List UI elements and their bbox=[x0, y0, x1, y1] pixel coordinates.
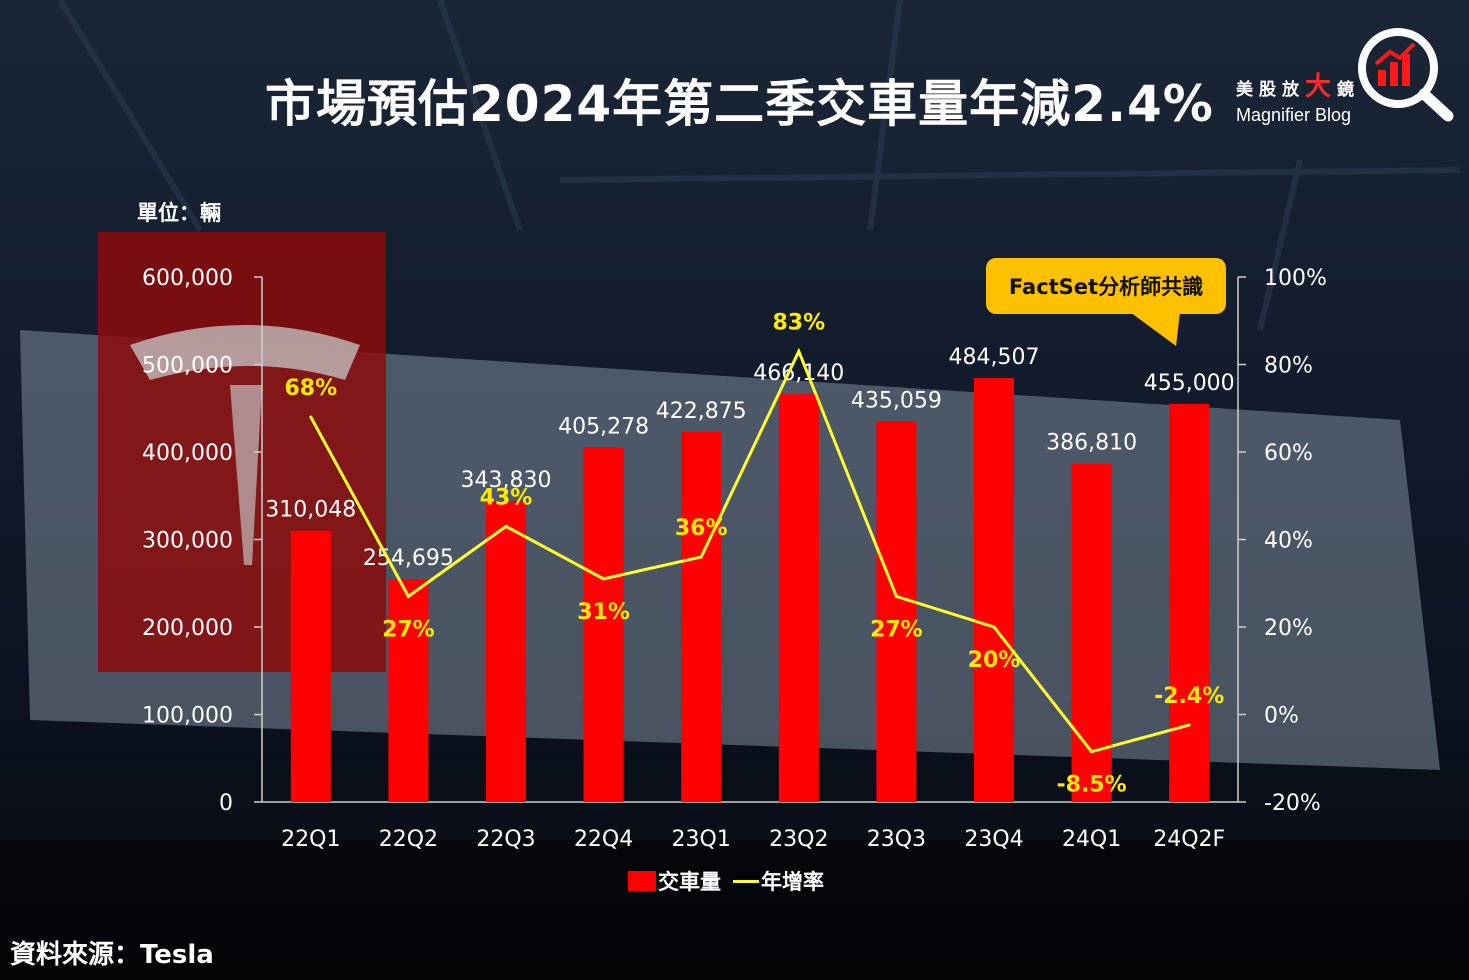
bar bbox=[583, 447, 624, 802]
left-tick-label: 500,000 bbox=[142, 354, 233, 379]
growth-rate-label: 68% bbox=[284, 376, 337, 401]
left-tick-label: 600,000 bbox=[142, 266, 233, 291]
bar bbox=[778, 394, 819, 802]
left-tick-label: 200,000 bbox=[142, 616, 233, 641]
growth-rate-label: -8.5% bbox=[1057, 773, 1127, 798]
bar-value-label: 343,830 bbox=[461, 468, 552, 493]
legend-bar-label: 交車量 bbox=[658, 870, 721, 894]
right-tick-label: 80% bbox=[1264, 354, 1313, 379]
bar bbox=[681, 431, 722, 802]
callout-pointer bbox=[1130, 312, 1180, 346]
x-tick-label: 22Q1 bbox=[281, 827, 340, 852]
left-tick-label: 400,000 bbox=[142, 441, 233, 466]
left-tick-label: 300,000 bbox=[142, 529, 233, 554]
bar-value-label: 254,695 bbox=[363, 546, 454, 571]
bar bbox=[290, 530, 331, 802]
growth-rate-point bbox=[992, 625, 996, 629]
right-tick-label: 0% bbox=[1264, 704, 1299, 729]
chart-legend: 交車量 年增率 bbox=[628, 866, 824, 896]
growth-rate-point bbox=[797, 349, 801, 353]
legend-bar-swatch bbox=[628, 871, 656, 891]
bar bbox=[486, 501, 526, 802]
bar bbox=[388, 579, 429, 802]
growth-rate-point bbox=[309, 415, 313, 419]
bar-value-label: 455,000 bbox=[1144, 371, 1235, 396]
growth-rate-point bbox=[504, 524, 508, 528]
growth-rate-label: -2.4% bbox=[1154, 684, 1224, 709]
brand-cn-part2: 鏡 bbox=[1337, 80, 1361, 100]
growth-rate-label: 36% bbox=[675, 516, 728, 541]
bar bbox=[876, 421, 917, 802]
right-tick-label: 60% bbox=[1264, 441, 1313, 466]
brand-name-cn: 美股放大鏡 bbox=[1236, 66, 1360, 103]
brand-name-en: Magnifier Blog bbox=[1236, 105, 1352, 125]
growth-rate-line bbox=[309, 347, 1190, 754]
magnifier-chart-icon bbox=[1358, 28, 1454, 122]
bar-value-label: 435,059 bbox=[851, 388, 942, 413]
growth-rate-label: 31% bbox=[577, 600, 630, 625]
x-tick-label: 23Q2 bbox=[769, 827, 828, 852]
source-note: 資料來源：Tesla bbox=[10, 940, 214, 970]
factset-callout: FactSet分析師共識 bbox=[986, 258, 1226, 314]
bar bbox=[1169, 403, 1210, 802]
x-tick-label: 22Q3 bbox=[476, 827, 535, 852]
growth-rate-point bbox=[699, 555, 703, 559]
x-tick-label: 23Q4 bbox=[964, 827, 1023, 852]
right-tick-label: 100% bbox=[1264, 266, 1327, 291]
left-tick-label: 0 bbox=[219, 791, 233, 816]
x-tick-label: 24Q2F bbox=[1153, 827, 1225, 852]
chart-title: 市場預估2024年第二季交車量年減2.4% bbox=[265, 75, 1214, 133]
legend-line-swatch bbox=[733, 879, 759, 883]
growth-rate-label: 83% bbox=[772, 310, 825, 335]
right-tick-label: 40% bbox=[1264, 529, 1313, 554]
growth-rate-point bbox=[894, 594, 898, 598]
bar-value-label: 386,810 bbox=[1046, 431, 1137, 456]
bar bbox=[1071, 463, 1112, 802]
growth-rate-point bbox=[602, 577, 606, 581]
unit-label: 單位：輛 bbox=[137, 201, 221, 225]
x-tick-label: 23Q3 bbox=[867, 827, 926, 852]
brand-block: 美股放大鏡 Magnifier Blog bbox=[1236, 66, 1360, 126]
x-tick-label: 22Q2 bbox=[379, 827, 438, 852]
bar-value-label: 466,140 bbox=[753, 361, 844, 386]
callout-text: FactSet分析師共識 bbox=[1008, 275, 1204, 299]
bar bbox=[974, 378, 1014, 802]
bar-value-label: 310,048 bbox=[265, 498, 356, 523]
right-tick-label: 20% bbox=[1264, 616, 1313, 641]
legend-line-label: 年增率 bbox=[761, 870, 824, 894]
bar-value-label: 405,278 bbox=[558, 414, 649, 439]
x-tick-label: 23Q1 bbox=[672, 827, 731, 852]
left-tick-label: 100,000 bbox=[142, 704, 233, 729]
growth-rate-label: 27% bbox=[870, 617, 923, 642]
growth-rate-point bbox=[406, 594, 410, 598]
growth-rate-label: 20% bbox=[968, 648, 1021, 673]
x-tick-label: 22Q4 bbox=[574, 827, 633, 852]
right-tick-label: -20% bbox=[1264, 791, 1321, 816]
growth-rate-point bbox=[1090, 750, 1094, 754]
growth-rate-label: 27% bbox=[382, 617, 435, 642]
brand-cn-big: 大 bbox=[1305, 72, 1338, 102]
x-tick-label: 24Q1 bbox=[1062, 827, 1121, 852]
bar-value-label: 422,875 bbox=[656, 399, 747, 424]
growth-rate-label: 43% bbox=[480, 485, 533, 510]
bar-value-label: 484,507 bbox=[949, 345, 1040, 370]
growth-rate-point bbox=[1187, 723, 1191, 727]
brand-cn-part1: 美股放 bbox=[1236, 80, 1305, 100]
